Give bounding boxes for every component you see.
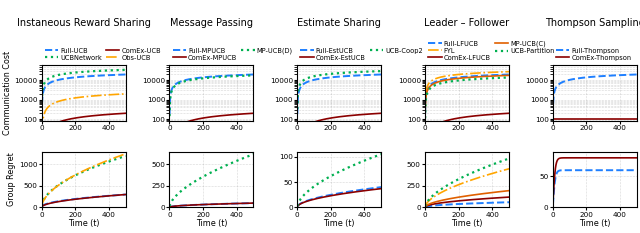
X-axis label: Time (t): Time (t) — [323, 219, 355, 228]
Legend: Full-MPUCB, ComEx-MPUCB, MP-UCB(D): Full-MPUCB, ComEx-MPUCB, MP-UCB(D) — [173, 48, 292, 61]
X-axis label: Time (t): Time (t) — [451, 219, 483, 228]
Title: Instaneous Reward Sharing: Instaneous Reward Sharing — [17, 18, 150, 28]
Legend: Full-EstUCB, ComEx-EstUCB, UCB-Coop2: Full-EstUCB, ComEx-EstUCB, UCB-Coop2 — [301, 48, 423, 61]
Y-axis label: Group Regret: Group Regret — [7, 153, 16, 206]
Title: Message Passing: Message Passing — [170, 18, 253, 28]
Title: Leader – Follower: Leader – Follower — [424, 18, 509, 28]
X-axis label: Time (t): Time (t) — [196, 219, 227, 228]
X-axis label: Time (t): Time (t) — [579, 219, 611, 228]
Title: Thompson Sampling: Thompson Sampling — [545, 18, 640, 28]
X-axis label: Time (t): Time (t) — [68, 219, 99, 228]
Y-axis label: Communication Cost: Communication Cost — [3, 51, 12, 135]
Legend: Full-Thompson, ComEx-Thompson: Full-Thompson, ComEx-Thompson — [556, 48, 632, 61]
Legend: Full-UCB, UCBNetwork, ComEx-UCB, Obs-UCB: Full-UCB, UCBNetwork, ComEx-UCB, Obs-UCB — [45, 48, 161, 61]
Title: Estimate Sharing: Estimate Sharing — [297, 18, 381, 28]
Legend: Full-LFUCB, FYL, ComEx-LFUCB, MP-UCB(C), UCB-Partition: Full-LFUCB, FYL, ComEx-LFUCB, MP-UCB(C),… — [428, 41, 554, 61]
